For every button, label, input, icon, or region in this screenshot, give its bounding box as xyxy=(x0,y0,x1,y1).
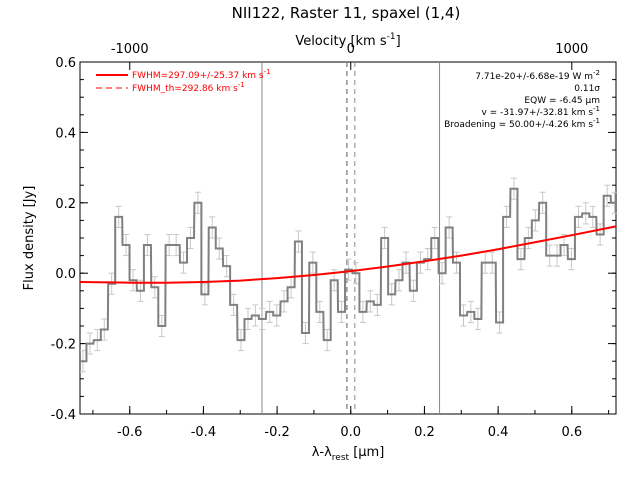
x-tick-label: -0.4 xyxy=(191,425,216,440)
x-tick-label: -0.2 xyxy=(264,425,289,440)
y-tick-label: -0.4 xyxy=(51,408,76,423)
spectrum-step-line xyxy=(80,187,616,363)
chart-title: NII122, Raster 11, spaxel (1,4) xyxy=(232,4,461,22)
top-tick-label: 0 xyxy=(347,42,355,57)
x-tick-label: 0.4 xyxy=(488,425,509,440)
annotations: 7.71e-20+/-6.68e-19 W m-2 0.11σ EQW = -6… xyxy=(444,69,600,130)
x-tick-label: 0.6 xyxy=(561,425,582,440)
legend: FWHM=297.09+/-25.37 km s-1 FWHM_th=292.8… xyxy=(96,68,271,94)
top-tick-label: 1000 xyxy=(555,42,588,57)
x-axis-label: λ-λrest [μm] xyxy=(312,445,385,463)
x-tick-label: 0.2 xyxy=(414,425,435,440)
y-tick-label: 0.0 xyxy=(55,267,76,282)
annotation-line-flux: 7.71e-20+/-6.68e-19 W m-2 xyxy=(475,69,600,82)
y-tick-label: 0.6 xyxy=(55,56,76,71)
x-tick-label: 0.0 xyxy=(340,425,361,440)
annotation-broadening: Broadening = 50.00+/-4.26 km s-1 xyxy=(444,117,600,130)
y-tick-label: 0.4 xyxy=(55,126,76,141)
top-axis-label: Velocity [km s-1] xyxy=(295,32,400,49)
top-tick-label: -1000 xyxy=(111,42,149,57)
y-axis-label: Flux density [Jy] xyxy=(22,186,37,291)
annotation-eqw: EQW = -6.45 μm xyxy=(524,96,600,106)
annotation-velocity: v = -31.97+/-32.81 km s-1 xyxy=(481,105,600,118)
fit-curve xyxy=(79,225,617,284)
y-tick-label: 0.2 xyxy=(55,197,76,212)
legend-label-fwhm-th: FWHM_th=292.86 km s-1 xyxy=(132,81,245,94)
legend-label-fwhm: FWHM=297.09+/-25.37 km s-1 xyxy=(132,68,271,81)
y-tick-label: -0.2 xyxy=(51,338,76,353)
x-tick-label: -0.6 xyxy=(117,425,142,440)
annotation-significance: 0.11σ xyxy=(574,84,600,94)
